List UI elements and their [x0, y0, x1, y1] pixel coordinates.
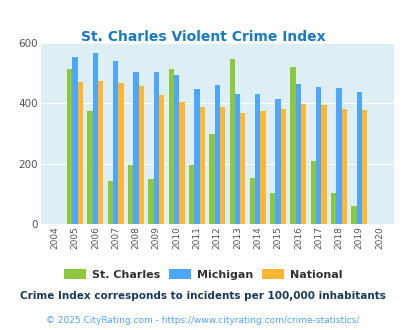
Bar — [315, 87, 321, 224]
Bar — [330, 193, 336, 224]
Bar — [321, 105, 326, 224]
Bar — [148, 179, 153, 224]
Bar — [98, 81, 103, 224]
Text: St. Charles Violent Crime Index: St. Charles Violent Crime Index — [81, 30, 324, 44]
Bar — [67, 69, 72, 224]
Bar — [92, 52, 98, 224]
Bar — [275, 99, 280, 224]
Bar — [118, 83, 123, 224]
Bar — [72, 57, 77, 224]
Bar — [209, 134, 214, 224]
Bar — [194, 89, 199, 224]
Bar — [260, 111, 265, 224]
Bar — [255, 94, 260, 224]
Text: © 2025 CityRating.com - https://www.cityrating.com/crime-statistics/: © 2025 CityRating.com - https://www.city… — [46, 316, 359, 325]
Bar — [168, 69, 173, 224]
Bar — [240, 113, 245, 224]
Bar — [290, 67, 295, 224]
Legend: St. Charles, Michigan, National: St. Charles, Michigan, National — [60, 265, 345, 284]
Bar — [189, 165, 194, 224]
Bar — [87, 111, 92, 224]
Bar — [336, 88, 341, 224]
Bar — [128, 165, 133, 224]
Bar — [280, 109, 285, 224]
Bar — [270, 193, 275, 224]
Bar — [133, 72, 138, 224]
Bar — [153, 72, 159, 224]
Bar — [234, 94, 240, 224]
Bar — [295, 84, 301, 224]
Bar — [341, 109, 346, 224]
Bar — [77, 82, 83, 224]
Bar — [214, 85, 220, 224]
Bar — [351, 206, 356, 224]
Bar — [158, 95, 164, 224]
Bar — [249, 179, 255, 224]
Bar — [229, 59, 234, 224]
Bar — [356, 92, 361, 224]
Bar — [113, 61, 118, 224]
Bar — [361, 110, 367, 224]
Bar — [138, 86, 143, 224]
Bar — [220, 107, 224, 224]
Bar — [310, 161, 315, 224]
Bar — [108, 181, 113, 224]
Bar — [199, 107, 205, 224]
Bar — [300, 104, 305, 224]
Text: Crime Index corresponds to incidents per 100,000 inhabitants: Crime Index corresponds to incidents per… — [20, 291, 385, 301]
Bar — [179, 102, 184, 224]
Bar — [173, 75, 179, 224]
